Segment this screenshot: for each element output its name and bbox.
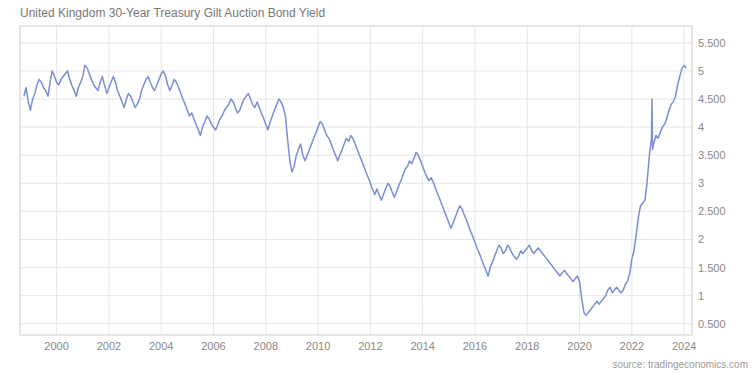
y-tick-label: 5.500 [698, 37, 726, 49]
x-tick-label: 2010 [306, 340, 330, 352]
source-note: source: tradingeconomics.com [612, 359, 748, 370]
x-tick-label: 2022 [620, 340, 644, 352]
chart: 0.500 1 1.500 2 2.500 3 3.500 4 4.500 5 5.500 2000 2… [0, 0, 754, 373]
series [24, 65, 686, 315]
y-grid-line [20, 295, 692, 296]
x-grid-line [213, 26, 214, 335]
y-grid-line [20, 323, 692, 324]
x-tick-label: 2014 [410, 340, 434, 352]
y-tick-label: 1 [698, 290, 704, 302]
x-tick-label: 2012 [358, 340, 382, 352]
x-tick-label: 2018 [515, 340, 539, 352]
x-grid-line [318, 26, 319, 335]
y-tick-label: 3 [698, 177, 704, 189]
y-grid-line [20, 183, 692, 184]
y-grid-line [20, 70, 692, 71]
x-tick-label: 2020 [567, 340, 591, 352]
axes: 0.500 1 1.500 2 2.500 3 3.500 4 4.500 5 5.500 2000 2… [20, 26, 726, 352]
x-tick-label: 2024 [672, 340, 696, 352]
y-tick-label: 3.500 [698, 149, 726, 161]
grid [20, 26, 692, 335]
x-grid-line [474, 26, 475, 335]
y-tick-label: 0.500 [698, 318, 726, 330]
y-grid-line [20, 267, 692, 268]
x-grid-line [108, 26, 109, 335]
x-tick-label: 2004 [149, 340, 173, 352]
y-tick-label: 4.500 [698, 93, 726, 105]
x-grid-line [684, 26, 685, 335]
x-tick-label: 2008 [254, 340, 278, 352]
x-grid-line [527, 26, 528, 335]
y-tick-label: 2 [698, 233, 704, 245]
y-tick-label: 2.500 [698, 205, 726, 217]
data-line [24, 65, 686, 315]
x-grid-line [265, 26, 266, 335]
y-grid-line [20, 239, 692, 240]
x-tick-label: 2006 [201, 340, 225, 352]
x-tick-label: 2016 [463, 340, 487, 352]
x-grid-line [56, 26, 57, 335]
x-grid-line [422, 26, 423, 335]
y-grid-line [20, 127, 692, 128]
y-tick-label: 5 [698, 65, 704, 77]
y-tick-label: 1.500 [698, 262, 726, 274]
x-tick-label: 2000 [44, 340, 68, 352]
y-tick-label: 4 [698, 121, 704, 133]
x-grid-line [631, 26, 632, 335]
plot-frame [20, 26, 692, 335]
y-grid-line [20, 42, 692, 43]
y-grid-line [20, 211, 692, 212]
title: United Kingdom 30-Year Treasury Gilt Auc… [20, 6, 325, 20]
y-grid-line [20, 155, 692, 156]
x-tick-label: 2002 [97, 340, 121, 352]
